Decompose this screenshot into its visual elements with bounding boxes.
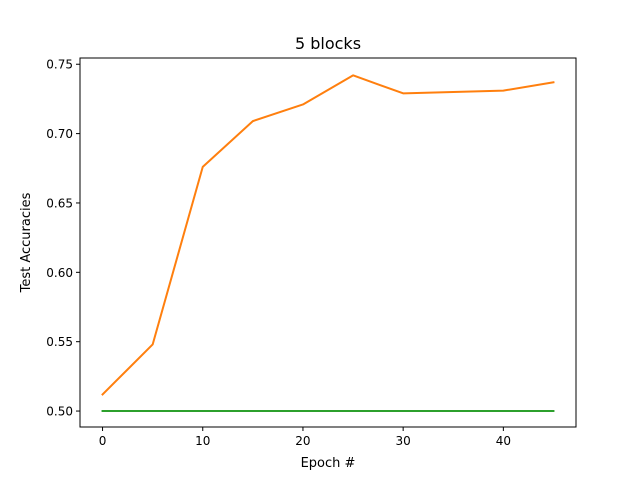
- chart-title: 5 blocks: [295, 34, 361, 53]
- x-axis-label: Epoch #: [301, 456, 356, 471]
- plot-area-frame: [79, 57, 577, 428]
- y-tick-label: 0.55: [46, 335, 73, 349]
- y-tick-label: 0.50: [46, 405, 73, 419]
- y-axis-label: Test Accuracies: [19, 192, 34, 293]
- x-axis-ticks: 0 10 20 30 40: [99, 427, 511, 448]
- y-tick-label: 0.65: [46, 196, 73, 210]
- x-tick-label: 40: [496, 434, 511, 448]
- y-tick-label: 0.75: [46, 58, 73, 72]
- series-orange-line: [101, 74, 555, 396]
- y-tick-label: 0.60: [46, 266, 73, 280]
- x-tick-label: 20: [295, 434, 310, 448]
- y-tick-label: 0.70: [46, 127, 73, 141]
- x-tick-label: 10: [195, 434, 210, 448]
- x-tick-label: 0: [99, 434, 107, 448]
- y-axis-ticks: 0.50 0.55 0.60 0.65 0.70 0.75: [46, 58, 80, 419]
- series-layer: [101, 74, 555, 413]
- x-tick-label: 30: [396, 434, 411, 448]
